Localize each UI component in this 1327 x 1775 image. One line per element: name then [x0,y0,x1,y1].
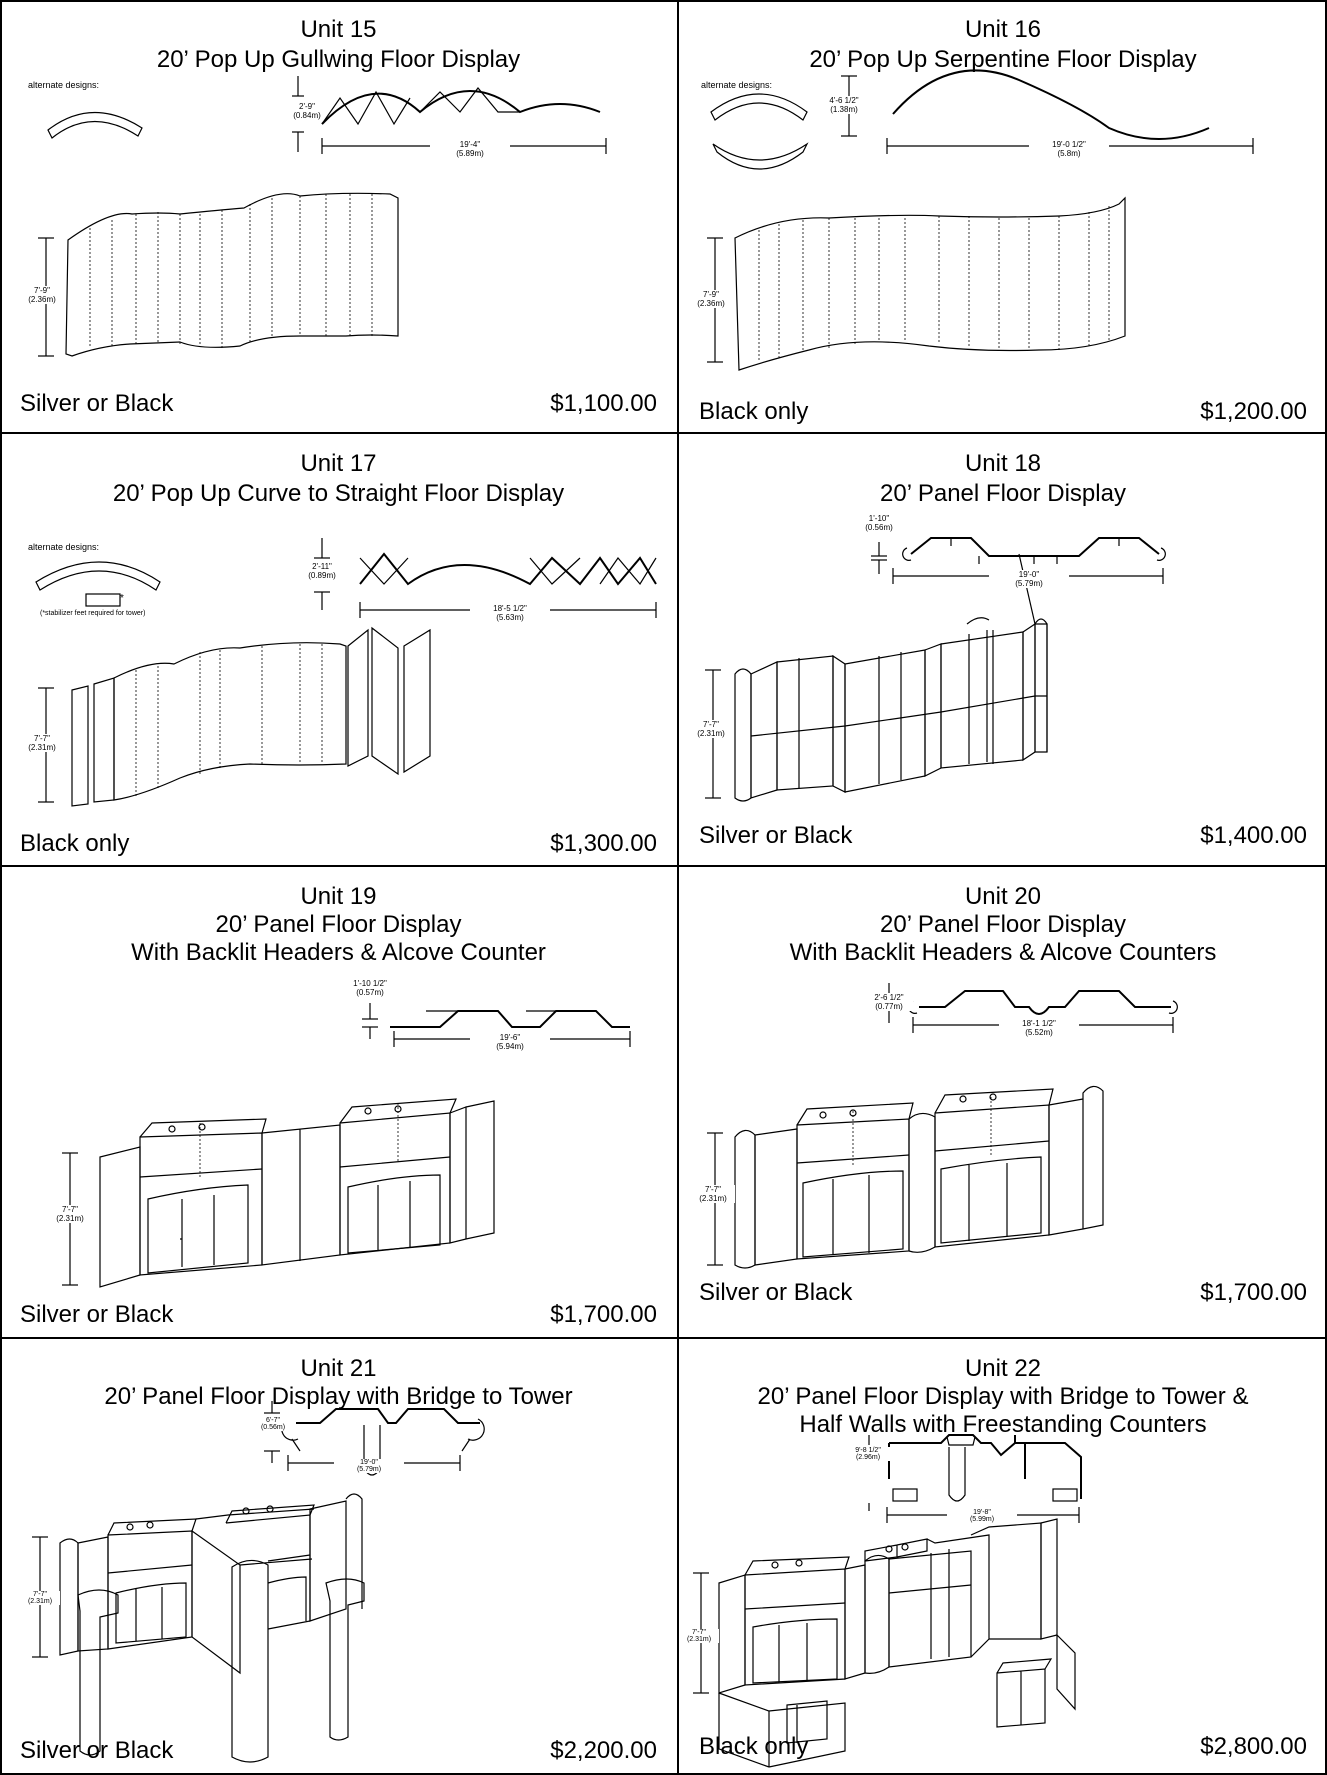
width-dimension: 19'-6" (5.94m) [470,1033,550,1051]
unit-subtitle: With Backlit Headers & Alcove Counters [789,939,1217,966]
unit-20-cell: Unit 20 20’ Panel Floor Display With Bac… [679,867,1327,1337]
color-options: Silver or Black [20,1737,174,1764]
color-options: Silver or Black [699,822,853,849]
unit-number: Unit 19 [300,883,377,910]
unit-17-drawing [35,538,657,807]
color-options: Silver or Black [699,1279,853,1306]
price: $1,700.00 [1200,1279,1307,1306]
unit-21-cell: Unit 21 20’ Panel Floor Display with Bri… [0,1339,677,1775]
color-options: Black only [699,1733,809,1760]
unit-number: Unit 21 [300,1355,377,1382]
color-options: Black only [20,830,130,857]
depth-dimension: 1'-10 1/2" (0.57m) [344,979,396,997]
width-dimension: 19'-8" (5.99m) [947,1509,1017,1523]
height-dimension: 7'-7" (2.31m) [20,1591,60,1605]
width-dimension: 18'-5 1/2" (5.63m) [470,604,550,622]
unit-title: 20’ Panel Floor Display [880,911,1126,938]
unit-number: Unit 18 [964,450,1042,477]
depth-dimension: 2'-11" (0.89m) [302,562,342,580]
width-dimension: 19'-0" (5.79m) [334,1459,404,1473]
unit-number: Unit 15 [300,16,377,43]
width-dimension: 19'-0" (5.79m) [989,570,1069,588]
unit-title: 20’ Pop Up Curve to Straight Floor Displ… [112,480,565,507]
width-dimension: 19'-0 1/2" (5.8m) [1029,140,1109,158]
unit-title: 20’ Panel Floor Display [880,480,1126,507]
unit-17-cell: Unit 17 20’ Pop Up Curve to Straight Flo… [0,434,677,865]
height-dimension: 7'-7" (2.31m) [22,734,62,752]
height-dimension: 7'-7" (2.31m) [679,1629,719,1643]
unit-title: 20’ Pop Up Gullwing Floor Display [156,46,521,73]
depth-dimension: 2'-6 1/2" (0.77m) [865,993,913,1011]
unit-title: 20’ Panel Floor Display with Bridge to T… [104,1383,573,1410]
alternate-designs-label: alternate designs: [28,80,100,90]
row-divider [0,1337,1327,1339]
asterisk-note: * [120,593,124,604]
height-dimension: 7'-7" (2.31m) [691,720,731,738]
unit-16-cell: Unit 16 20’ Pop Up Serpentine Floor Disp… [679,0,1327,432]
depth-dimension: 6'-7" (0.56m) [256,1417,290,1431]
unit-title: 20’ Panel Floor Display [215,911,462,938]
unit-title: 20’ Pop Up Serpentine Floor Display [809,46,1197,73]
alternate-designs-label: alternate designs: [701,80,773,90]
price: $1,200.00 [1200,398,1307,425]
depth-dimension: 4'-6 1/2" (1.38m) [819,96,869,114]
width-dimension: 18'-1 1/2" (5.52m) [999,1019,1079,1037]
unit-20-drawing [707,983,1178,1269]
depth-dimension: 1'-10" (0.56m) [859,514,899,532]
unit-19-cell: Unit 19 20’ Panel Floor Display With Bac… [0,867,677,1337]
price: $1,400.00 [1200,822,1307,849]
price: $1,700.00 [550,1301,657,1328]
unit-22-cell: Unit 22 20’ Panel Floor Display with Bri… [679,1339,1327,1775]
price: $1,100.00 [550,390,657,417]
row-divider [0,432,1327,434]
height-dimension: 7'-9" (2.36m) [691,290,731,308]
unit-number: Unit 17 [300,450,377,477]
alternate-designs-label: alternate designs: [28,542,100,552]
depth-dimension: 9'-8 1/2" (2.96m) [845,1447,891,1461]
unit-18-drawing [705,537,1166,802]
unit-18-cell: Unit 18 20’ Panel Floor Display 1'-10" (0… [679,434,1327,865]
column-divider [677,0,679,1775]
color-options: Black only [699,398,809,425]
width-dimension: 19'-4" (5.89m) [430,140,510,158]
alternate-note: (*stabilizer feet required for tower) [40,610,146,617]
unit-21-drawing [32,1401,485,1763]
unit-number: Unit 20 [964,883,1042,910]
color-options: Silver or Black [20,1301,174,1328]
unit-subtitle: With Backlit Headers & Alcove Counter [131,939,546,966]
color-options: Silver or Black [20,390,174,417]
price: $2,200.00 [550,1737,657,1764]
unit-number: Unit 22 [964,1355,1042,1382]
unit-15-drawing [38,76,607,357]
unit-title: 20’ Panel Floor Display with Bridge to T… [757,1383,1249,1410]
unit-number: Unit 16 [964,16,1042,43]
height-dimension: 7'-9" (2.36m) [22,286,62,304]
unit-subtitle: Half Walls with Freestanding Counters [799,1411,1207,1438]
unit-22-drawing [693,1434,1082,1768]
height-dimension: 7'-7" (2.31m) [48,1205,92,1223]
price: $2,800.00 [1200,1733,1307,1760]
row-divider [0,865,1327,867]
unit-15-cell: Unit 15 20’ Pop Up Gullwing Floor Displa… [0,0,677,432]
price: $1,300.00 [550,830,657,857]
unit-19-drawing [62,1003,631,1288]
depth-dimension: 2'-9" (0.84m) [293,102,321,120]
height-dimension: 7'-7" (2.31m) [691,1185,735,1203]
unit-16-drawing [707,69,1254,371]
